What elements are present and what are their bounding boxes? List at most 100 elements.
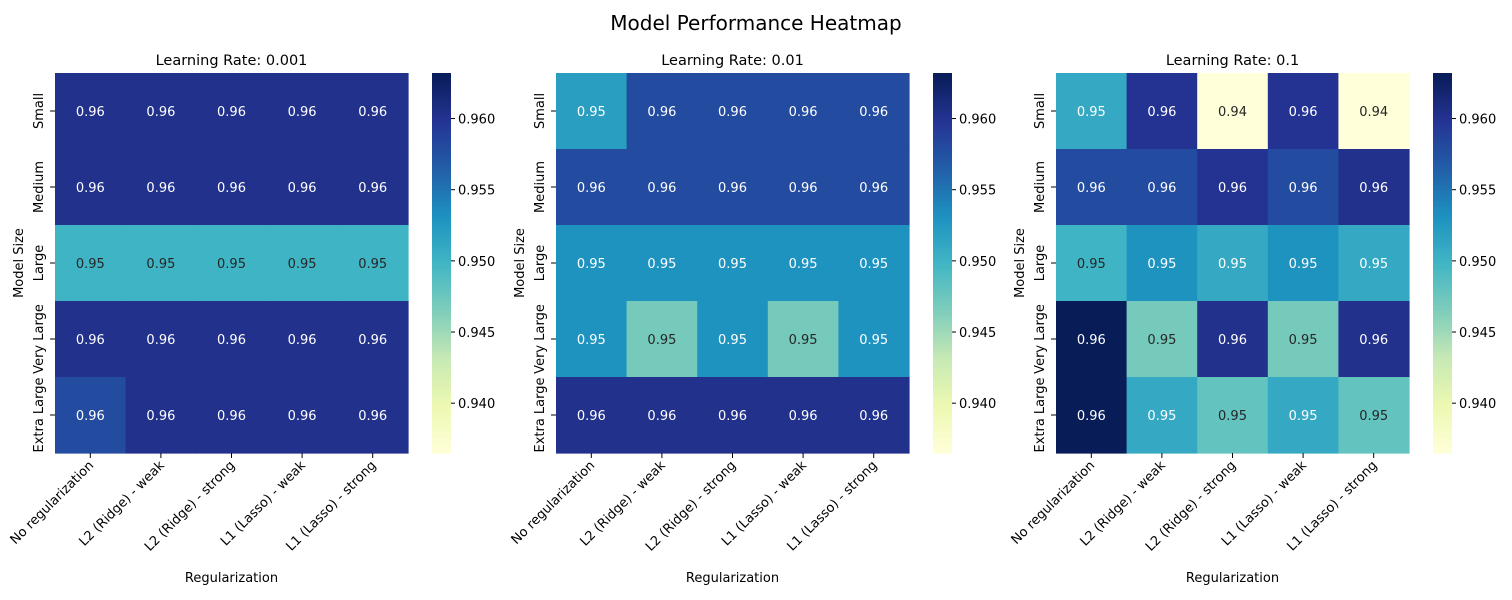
colorbar-segment bbox=[432, 263, 451, 267]
colorbar-segment bbox=[933, 73, 952, 77]
heatmap-cell bbox=[1197, 225, 1269, 302]
colorbar-segment bbox=[933, 256, 952, 261]
cell-label: 0.96 bbox=[288, 181, 317, 196]
colorbar-segment bbox=[432, 405, 451, 410]
colorbar-segment bbox=[933, 323, 952, 328]
colorbar-segment bbox=[933, 158, 952, 163]
cell-label: 0.96 bbox=[1077, 333, 1106, 348]
cell-label: 0.96 bbox=[647, 181, 676, 196]
colorbar-segment bbox=[933, 430, 952, 435]
colorbar-segment bbox=[1433, 98, 1452, 103]
colorbar-segment bbox=[432, 275, 451, 280]
colorbar-segment bbox=[432, 180, 451, 185]
colorbar-segment bbox=[1433, 342, 1452, 347]
colorbar-segment bbox=[1433, 180, 1452, 185]
colorbar-segment bbox=[432, 323, 451, 328]
colorbar-segment bbox=[432, 149, 451, 153]
y-axis-label: Model Size bbox=[1013, 228, 1028, 298]
heatmap-cell bbox=[1338, 377, 1410, 454]
colorbar-segment bbox=[1433, 92, 1452, 96]
colorbar-tick-label: 0.945 bbox=[458, 326, 495, 341]
heatmap-cell bbox=[196, 377, 268, 454]
colorbar-segment bbox=[1433, 411, 1452, 416]
heatmap-cell bbox=[767, 301, 839, 378]
colorbar-segment bbox=[432, 237, 451, 242]
colorbar-segment bbox=[1433, 332, 1452, 337]
colorbar-segment bbox=[933, 259, 952, 264]
heatmap-cell bbox=[838, 73, 910, 150]
cell-label: 0.96 bbox=[789, 181, 818, 196]
heatmap-cell bbox=[697, 377, 769, 454]
colorbar-segment bbox=[1433, 133, 1452, 138]
colorbar-segment bbox=[432, 304, 451, 309]
cell-label: 0.96 bbox=[1289, 181, 1318, 196]
colorbar-segment bbox=[1433, 130, 1452, 134]
colorbar-segment bbox=[432, 161, 451, 166]
colorbar-segment bbox=[432, 199, 451, 204]
colorbar-segment bbox=[1433, 161, 1452, 166]
cell-label: 0.95 bbox=[217, 257, 246, 272]
y-tick-label: Medium bbox=[533, 161, 548, 213]
colorbar-segment bbox=[432, 206, 451, 210]
colorbar-segment bbox=[1433, 73, 1452, 77]
heatmap-cell bbox=[697, 301, 769, 378]
colorbar-segment bbox=[1433, 107, 1452, 112]
colorbar-segment bbox=[432, 111, 451, 115]
colorbar-segment bbox=[1433, 158, 1452, 163]
heatmap-cell bbox=[1267, 225, 1339, 302]
heatmap-cell bbox=[1056, 377, 1128, 454]
cell-label: 0.96 bbox=[577, 409, 606, 424]
colorbar-segment bbox=[432, 79, 451, 84]
heatmap-cell bbox=[125, 73, 197, 150]
colorbar-segment bbox=[1433, 304, 1452, 309]
colorbar-segment bbox=[1433, 174, 1452, 179]
cell-label: 0.96 bbox=[76, 105, 105, 120]
heatmap-cell bbox=[767, 149, 839, 226]
colorbar-segment bbox=[432, 389, 451, 394]
colorbar-segment bbox=[933, 437, 952, 442]
heatmap-cell bbox=[337, 377, 409, 454]
colorbar-segment bbox=[1433, 139, 1452, 144]
colorbar-segment bbox=[432, 411, 451, 416]
colorbar-segment bbox=[933, 250, 952, 255]
colorbar-segment bbox=[432, 427, 451, 432]
x-axis-label: Regularization bbox=[1186, 571, 1279, 586]
heatmap-cell bbox=[838, 225, 910, 302]
colorbar-segment bbox=[432, 209, 451, 214]
heatmap-cell bbox=[1126, 301, 1198, 378]
colorbar-segment bbox=[432, 396, 451, 400]
colorbar-segment bbox=[933, 142, 952, 147]
heatmap-cell bbox=[1338, 225, 1410, 302]
colorbar-segment bbox=[432, 402, 451, 407]
colorbar-segment bbox=[1433, 240, 1452, 245]
heatmap-cell bbox=[1197, 73, 1269, 150]
colorbar-segment bbox=[1433, 266, 1452, 271]
colorbar-segment bbox=[1433, 351, 1452, 356]
colorbar-segment bbox=[1433, 373, 1452, 378]
colorbar-segment bbox=[432, 377, 451, 381]
colorbar-segment bbox=[432, 392, 451, 397]
colorbar-segment bbox=[933, 316, 952, 321]
colorbar-segment bbox=[432, 215, 451, 220]
colorbar-segment bbox=[933, 424, 952, 429]
colorbar-segment bbox=[432, 332, 451, 337]
colorbar-segment bbox=[933, 329, 952, 334]
colorbar-segment bbox=[933, 418, 952, 423]
cell-label: 0.96 bbox=[76, 181, 105, 196]
colorbar-segment bbox=[933, 275, 952, 280]
subplot-title: Learning Rate: 0.001 bbox=[156, 53, 308, 69]
colorbar-segment bbox=[933, 377, 952, 381]
colorbar-segment bbox=[933, 177, 952, 182]
colorbar-segment bbox=[432, 88, 451, 93]
colorbar-tick-label: 0.960 bbox=[1459, 113, 1496, 128]
colorbar-segment bbox=[1433, 79, 1452, 84]
colorbar-tick-label: 0.950 bbox=[458, 255, 495, 270]
colorbar-tick-label: 0.945 bbox=[959, 326, 996, 341]
colorbar-segment bbox=[1433, 82, 1452, 87]
heatmap-cell bbox=[1197, 149, 1269, 226]
heatmap-cell bbox=[626, 377, 698, 454]
colorbar-segment bbox=[933, 351, 952, 356]
colorbar-segment bbox=[432, 307, 451, 312]
colorbar-segment bbox=[933, 247, 952, 252]
y-tick-label: Large bbox=[1033, 245, 1048, 282]
